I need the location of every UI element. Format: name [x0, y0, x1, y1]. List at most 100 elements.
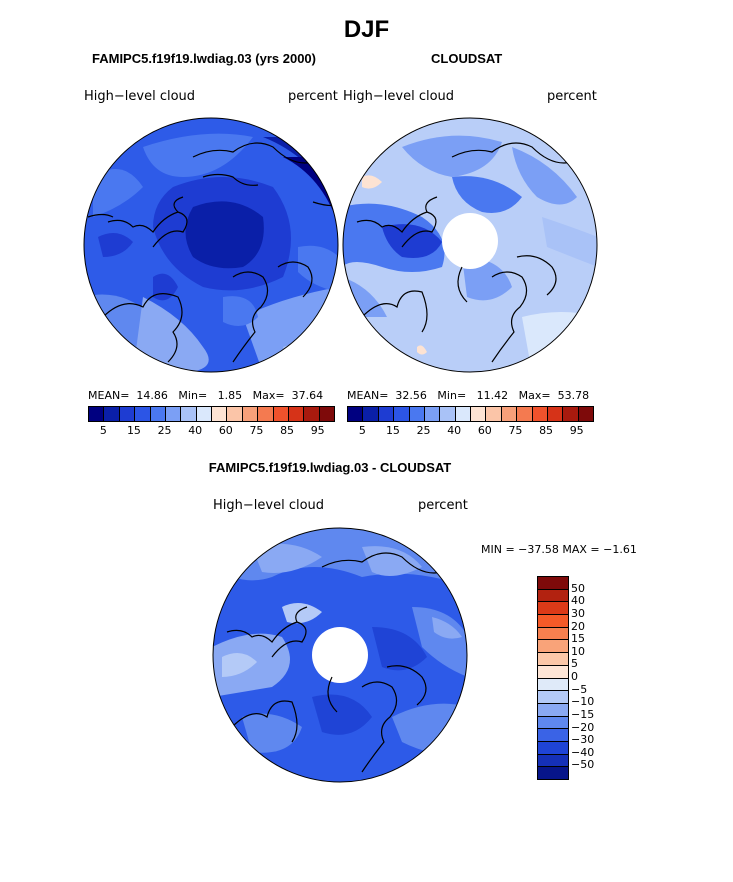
colorbar-tick-label: 75: [249, 424, 264, 437]
colorbar-swatch: [538, 602, 568, 616]
diff-panel-header: FAMIPC5.f19f19.lwdiag.03 - CLOUDSAT: [208, 460, 452, 475]
colorbar-tick-label: 15: [385, 424, 400, 437]
colorbar-swatch: [440, 407, 456, 421]
colorbar-swatch: [319, 407, 334, 421]
colorbar-swatch: [486, 407, 502, 421]
colorbar-tick-label: −20: [571, 720, 595, 734]
obs-max-value: 53.78: [557, 389, 590, 402]
colorbar-swatch: [273, 407, 289, 421]
colorbar-swatch: [212, 407, 228, 421]
colorbar-swatch: [471, 407, 487, 421]
colorbar-swatch: [517, 407, 533, 421]
colorbar-swatch: [538, 589, 568, 603]
obs-min-value: 11.42: [476, 389, 509, 402]
figure-title: DJF: [343, 16, 390, 43]
obs-units-label: percent: [547, 89, 597, 104]
colorbar-swatch: [227, 407, 243, 421]
colorbar-tick-label: 40: [447, 424, 462, 437]
colorbar-tick-label: 85: [539, 424, 554, 437]
colorbar-swatch: [348, 407, 364, 421]
colorbar-swatch: [538, 729, 568, 742]
colorbar-tick-label: 25: [157, 424, 172, 437]
colorbar-swatch: [150, 407, 166, 421]
colorbar-swatch: [538, 678, 568, 692]
model-min-value: 1.85: [217, 389, 243, 402]
colorbar-tick-label: 0: [571, 670, 578, 683]
colorbar-swatch: [288, 407, 305, 421]
colorbar-tick-label: −10: [571, 695, 595, 709]
colorbar-swatch: [538, 627, 568, 641]
model-stats: MEAN= 14.86 Min= 1.85 Max= 37.64: [88, 389, 324, 402]
colorbar-tick-label: 60: [218, 424, 233, 437]
diff-polar-map: [212, 527, 468, 783]
colorbar-swatch: [547, 407, 564, 421]
diff-map-border: [212, 527, 468, 783]
colorbar-tick-label: 40: [571, 594, 585, 608]
obs-missing-data-hole: [442, 213, 498, 269]
model-variable-label: High−level cloud: [84, 89, 196, 104]
colorbar-tick-label: 95: [569, 424, 584, 437]
obs-panel-header: CLOUDSAT: [431, 51, 503, 66]
colorbar-tick-label: 10: [571, 644, 585, 658]
colorbar-tick-label: 20: [571, 619, 585, 633]
colorbar-swatch: [563, 407, 579, 421]
colorbar-swatch: [538, 754, 568, 768]
colorbar-tick-label: −5: [571, 682, 588, 696]
diff-missing-data-hole: [312, 627, 368, 683]
colorbar-swatch: [538, 665, 568, 679]
colorbar-tick-label: 25: [416, 424, 431, 437]
colorbar-tick-label: 15: [571, 632, 585, 646]
model-colorbar: [88, 406, 335, 422]
model-units-label: percent: [288, 89, 338, 104]
colorbar-tick-label: 40: [188, 424, 203, 437]
diff-units-label: percent: [418, 498, 468, 513]
obs-stats: MEAN= 32.56 Min= 11.42 Max= 53.78: [347, 389, 590, 402]
colorbar-tick-label: −30: [571, 733, 595, 747]
colorbar-swatch: [538, 691, 568, 704]
diff-variable-label: High−level cloud: [213, 498, 325, 513]
colorbar-swatch: [304, 407, 320, 421]
colorbar-swatch: [394, 407, 410, 421]
colorbar-swatch: [538, 767, 568, 779]
obs-polar-map: [342, 117, 598, 373]
colorbar-swatch: [578, 407, 593, 421]
obs-mean-value: 32.56: [395, 389, 427, 402]
colorbar-swatch: [89, 407, 105, 421]
colorbar-tick-label: 5: [358, 424, 366, 437]
model-map-border: [83, 117, 339, 373]
colorbar-tick-label: −40: [571, 745, 595, 759]
colorbar-tick-label: 5: [99, 424, 107, 437]
diff-minmax: MIN = −37.58 MAX = −1.61: [481, 543, 637, 556]
colorbar-tick-label: 75: [508, 424, 523, 437]
colorbar-tick-label: 50: [571, 581, 585, 595]
model-panel-header: FAMIPC5.f19f19.lwdiag.03 (yrs 2000): [92, 51, 316, 66]
colorbar-swatch: [538, 640, 568, 654]
colorbar-swatch: [409, 407, 425, 421]
colorbar-tick-label: −15: [571, 707, 595, 721]
colorbar-tick-label: 95: [310, 424, 325, 437]
obs-variable-label: High−level cloud: [343, 89, 455, 104]
colorbar-swatch: [538, 577, 568, 590]
colorbar-swatch: [363, 407, 379, 421]
colorbar-swatch: [538, 653, 568, 666]
colorbar-swatch: [532, 407, 548, 421]
colorbar-swatch: [538, 741, 568, 755]
colorbar-tick-label: 15: [126, 424, 141, 437]
colorbar-swatch: [181, 407, 197, 421]
colorbar-swatch: [538, 716, 568, 730]
colorbar-tick-label: −50: [571, 758, 595, 772]
colorbar-swatch: [501, 407, 518, 421]
obs-map-border: [342, 117, 598, 373]
colorbar-swatch: [119, 407, 136, 421]
colorbar-tick-label: 85: [280, 424, 295, 437]
colorbar-tick-label: 60: [477, 424, 492, 437]
colorbar-tick-label: 5: [571, 657, 578, 671]
colorbar-swatch: [378, 407, 395, 421]
colorbar-swatch: [104, 407, 120, 421]
colorbar-swatch: [538, 703, 568, 717]
diff-colorbar: [537, 576, 569, 780]
colorbar-swatch: [258, 407, 274, 421]
colorbar-swatch: [165, 407, 182, 421]
model-max-value: 37.64: [291, 389, 324, 402]
colorbar-swatch: [135, 407, 151, 421]
